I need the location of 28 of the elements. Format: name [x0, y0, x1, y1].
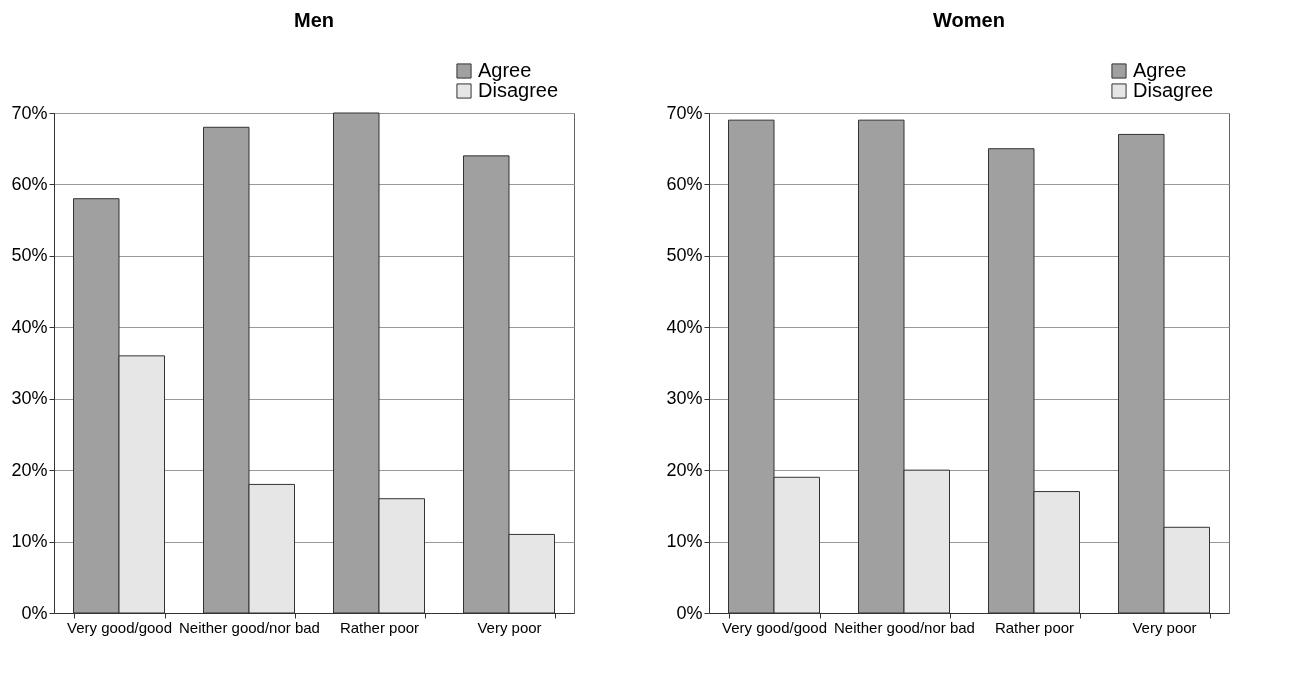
y-tick-label: 50%	[666, 245, 703, 266]
chart-title: Men	[294, 9, 334, 31]
y-tick-label: 20%	[666, 459, 703, 480]
legend-label: Agree	[478, 59, 532, 81]
x-tick-label: Very poor	[1132, 618, 1197, 636]
y-tick-label: 10%	[666, 531, 703, 552]
y-tick-label: 50%	[11, 245, 48, 266]
y-tick-label: 0%	[676, 602, 703, 623]
x-tick-label: Rather poor	[339, 618, 420, 636]
y-tick-label: 70%	[666, 102, 703, 123]
chart-title: Women	[933, 9, 1005, 31]
y-tick-label: 40%	[666, 316, 703, 337]
x-tick-label: Very good/good	[66, 618, 173, 636]
y-tick-label: 70%	[11, 102, 48, 123]
y-tick-label: 20%	[11, 459, 48, 480]
y-tick-label: 10%	[11, 531, 48, 552]
x-tick-label: Very poor	[477, 618, 542, 636]
x-tick-label: Neither good/nor bad	[179, 618, 320, 636]
y-tick-label: 60%	[11, 173, 48, 194]
x-tick-label: Neither good/nor bad	[834, 618, 975, 636]
y-tick-label: 30%	[11, 388, 48, 409]
legend-label: Agree	[1133, 59, 1187, 81]
y-tick-label: 40%	[11, 316, 48, 337]
y-tick-label: 30%	[666, 388, 703, 409]
x-tick-label: Rather poor	[994, 618, 1075, 636]
y-tick-label: 60%	[666, 173, 703, 194]
x-tick-label: Very good/good	[721, 618, 828, 636]
y-tick-label: 0%	[21, 602, 48, 623]
